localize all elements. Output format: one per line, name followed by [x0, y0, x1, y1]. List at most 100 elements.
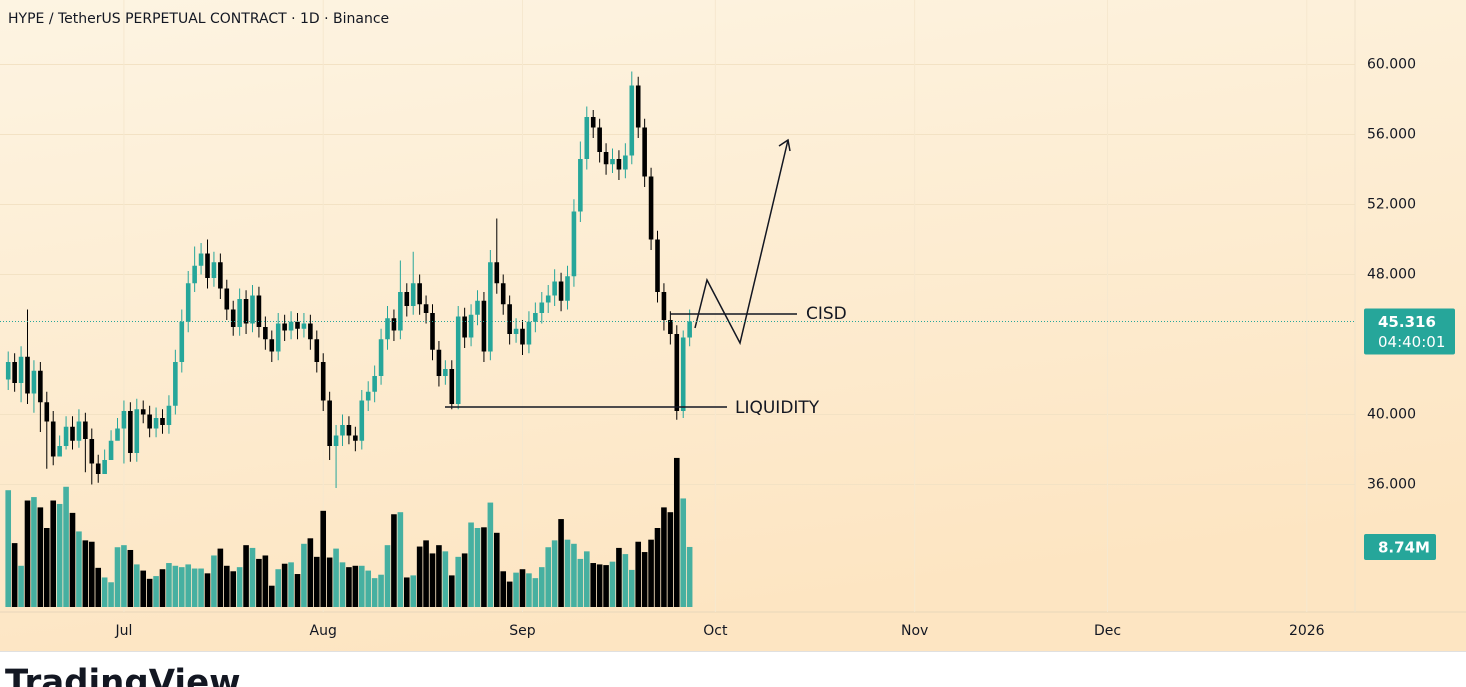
volume-bar — [506, 581, 513, 607]
candle-body — [5, 362, 11, 380]
volume-bar — [487, 502, 494, 607]
x-tick-label: Aug — [310, 623, 337, 639]
candle-body — [115, 428, 120, 441]
candle-body — [211, 262, 217, 278]
candle-body — [44, 402, 50, 422]
candle-body — [436, 349, 442, 376]
volume-bar — [204, 573, 211, 607]
candle-body — [108, 440, 114, 460]
candle-body — [63, 426, 69, 446]
annotation-liquidity: LIQUIDITY — [735, 398, 820, 418]
volume-bar — [191, 568, 198, 607]
volume-bar — [326, 557, 333, 607]
candle-body — [121, 411, 127, 429]
volume-label-box — [1364, 533, 1436, 560]
candle-body — [95, 463, 101, 474]
candle-body — [398, 292, 403, 331]
candle-body — [282, 323, 287, 331]
volume-bar — [474, 527, 481, 607]
volume-bar — [352, 565, 359, 607]
candle-body — [674, 334, 680, 411]
candle-body — [623, 155, 628, 170]
volume-bar — [153, 576, 159, 607]
chart-title: HYPE / TetherUS PERPETUAL CONTRACT · 1D … — [8, 11, 389, 27]
volume-bar — [185, 564, 192, 607]
volume-bar — [63, 486, 69, 607]
candle-body — [295, 321, 300, 329]
volume-bar — [384, 545, 391, 607]
volume-bar — [339, 562, 346, 607]
volume-bar — [5, 490, 12, 607]
candle-body — [385, 318, 390, 340]
volume-bar — [661, 507, 667, 607]
volume-bar — [223, 565, 230, 607]
volume-bar — [583, 551, 590, 607]
volume-bar — [436, 545, 442, 607]
candle-body — [391, 318, 397, 331]
candle-body — [269, 339, 275, 352]
candle-body — [327, 400, 332, 446]
x-tick-label: Oct — [703, 623, 728, 639]
volume-bar — [313, 556, 320, 607]
volume-bar — [667, 512, 674, 607]
candle-body — [571, 211, 577, 277]
candle-body — [597, 127, 602, 152]
candle-body — [545, 295, 551, 303]
volume-bar — [101, 577, 108, 607]
volume-bar — [513, 572, 519, 607]
x-tick-label: Jul — [114, 623, 132, 639]
y-tick-label: 36.000 — [1367, 477, 1416, 493]
candle-layer — [5, 71, 692, 488]
candle-body — [205, 253, 210, 278]
candle-body — [12, 362, 17, 383]
candle-body — [147, 414, 152, 429]
candle-body — [333, 435, 339, 446]
volume-bar — [680, 498, 687, 607]
candle-body — [89, 439, 95, 464]
candle-body — [410, 283, 416, 306]
candle-body — [655, 239, 660, 292]
candle-body — [513, 328, 519, 334]
volume-bar — [294, 574, 301, 607]
volume-bar — [673, 457, 680, 607]
volume-bar — [493, 532, 500, 607]
volume-bar — [596, 564, 603, 607]
volume-bar — [416, 546, 423, 607]
countdown-label: 04:40:01 — [1378, 333, 1445, 351]
last-price-label: 45.316 — [1378, 313, 1436, 331]
volume-bar — [230, 571, 237, 607]
volume-bar — [538, 567, 545, 607]
candle-body — [134, 409, 140, 453]
candle-body — [192, 265, 197, 284]
candle-body — [346, 425, 352, 436]
volume-bar — [590, 563, 597, 607]
candle-body — [31, 370, 37, 394]
volume-bar — [31, 497, 37, 607]
candle-body — [507, 304, 512, 334]
candle-body — [83, 421, 88, 439]
candle-body — [365, 391, 371, 401]
candle-body — [50, 421, 56, 457]
candle-body — [443, 369, 448, 376]
volume-bar — [114, 547, 121, 607]
volume-bar — [403, 577, 410, 607]
volume-bar — [236, 567, 243, 607]
annotation-cisd: CISD — [806, 304, 847, 324]
volume-bar — [82, 540, 89, 607]
volume-bar — [56, 503, 63, 607]
volume-bar — [307, 538, 314, 607]
candle-body — [661, 292, 667, 320]
candle-body — [256, 295, 262, 327]
candle-body — [616, 159, 622, 170]
volume-bar — [18, 565, 24, 607]
volume-bar — [609, 561, 616, 607]
volume-bar — [429, 553, 436, 607]
volume-bar — [43, 527, 50, 607]
candle-body — [57, 446, 62, 457]
candle-body — [359, 400, 365, 441]
candle-body — [500, 283, 506, 305]
candle-body — [680, 337, 686, 411]
volume-bar — [628, 569, 635, 607]
candle-body — [140, 409, 146, 415]
